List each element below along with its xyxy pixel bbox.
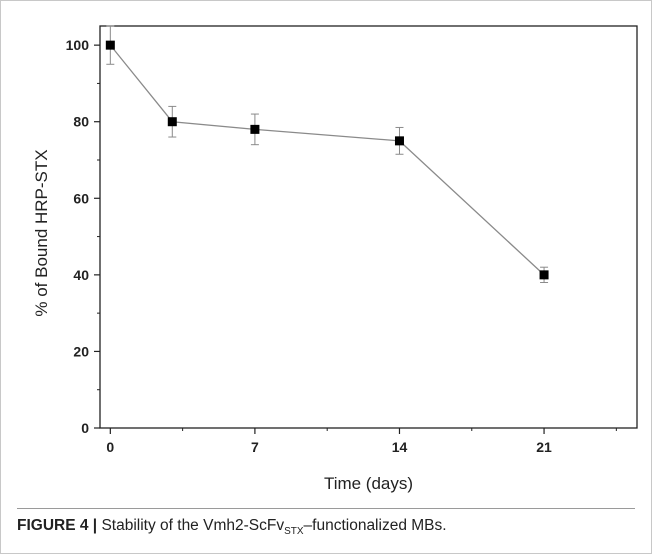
caption-subscript: STX: [284, 526, 304, 538]
series-line: [109, 44, 545, 276]
caption-text-end: –functionalized MBs.: [303, 517, 447, 534]
square-marker: [394, 136, 404, 146]
y-tick-label: 100: [66, 37, 90, 53]
figure-caption: FIGURE 4 | Stability of the Vmh2-ScFvSTX…: [17, 517, 447, 537]
data-point: [394, 126, 404, 155]
x-tick-label: 21: [536, 439, 552, 455]
axes: 0 20 40 60 80 100 0 7 14 21: [66, 25, 638, 455]
x-tick-label: 0: [106, 439, 114, 455]
data-series: [105, 25, 549, 284]
y-tick-label: 0: [81, 420, 89, 436]
caption-text: Stability of the Vmh2-ScFv: [97, 517, 285, 534]
square-marker: [539, 270, 549, 280]
caption-divider: [17, 508, 635, 509]
data-point: [167, 105, 177, 138]
y-tick-label: 80: [73, 114, 89, 130]
x-tick-label: 14: [392, 439, 408, 455]
y-tick-label: 60: [73, 190, 89, 206]
y-tick-label: 40: [73, 267, 89, 283]
data-point: [250, 113, 260, 146]
figure-label: FIGURE 4 |: [17, 517, 98, 534]
plot-frame: [99, 25, 638, 429]
x-tick-label: 7: [251, 439, 259, 455]
y-tick-label: 20: [73, 343, 89, 359]
x-axis-title: Time (days): [324, 474, 413, 493]
data-point: [539, 266, 549, 284]
square-marker: [167, 117, 177, 127]
y-axis-title: % of Bound HRP-STX: [32, 149, 51, 316]
data-point: [105, 25, 115, 65]
square-marker: [105, 40, 115, 50]
square-marker: [250, 124, 260, 134]
